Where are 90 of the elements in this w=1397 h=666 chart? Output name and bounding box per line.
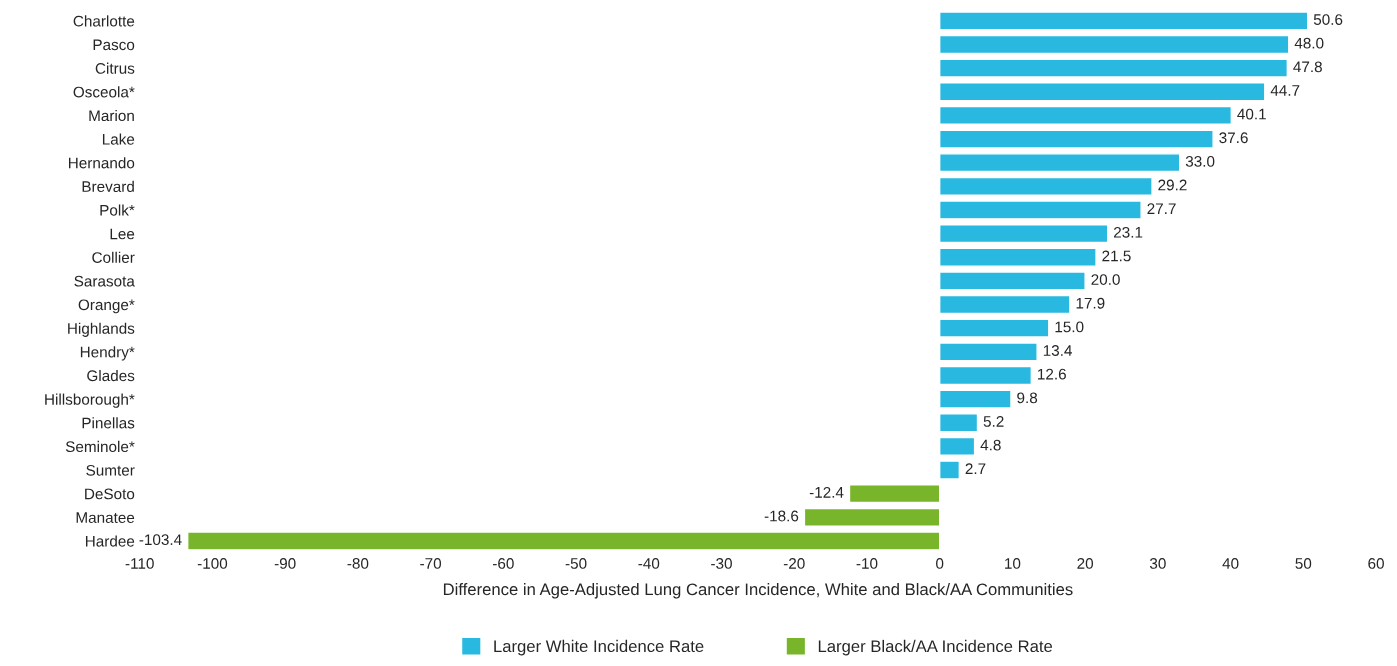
y-tick-label: Hendry* xyxy=(80,346,135,361)
data-label: 33.0 xyxy=(1185,155,1215,167)
data-label: 12.6 xyxy=(1038,368,1066,380)
y-tick-label: Sarasota xyxy=(74,275,135,287)
bar xyxy=(938,58,1289,78)
y-tick-label: Osceola* xyxy=(73,86,135,98)
y-tick-label: Collier xyxy=(92,251,135,263)
y-tick-label: Manatee xyxy=(76,512,135,523)
bar xyxy=(938,129,1214,149)
data-label: 44.7 xyxy=(1270,85,1300,96)
y-tick-label: Hernando xyxy=(69,157,135,169)
bar xyxy=(938,153,1181,173)
bar xyxy=(938,224,1109,244)
x-tick-label: 10 xyxy=(1005,558,1021,569)
data-label: 29.2 xyxy=(1158,179,1187,191)
x-tick-label: 20 xyxy=(1077,558,1094,569)
bar xyxy=(938,105,1233,125)
y-tick-label: Sumter xyxy=(86,464,135,476)
data-label: 23.1 xyxy=(1114,226,1143,238)
bar xyxy=(803,507,941,527)
y-tick-label: Glades xyxy=(87,369,135,382)
bar xyxy=(938,294,1071,315)
data-label: 21.5 xyxy=(1102,250,1131,262)
x-tick-label: 0 xyxy=(936,558,944,569)
y-tick-label: DeSoto xyxy=(85,488,135,500)
y-tick-label: Orange* xyxy=(78,299,135,314)
y-tick-label: Seminole* xyxy=(65,440,135,453)
data-label: -12.4 xyxy=(809,486,844,498)
x-tick-label: -100 xyxy=(197,558,228,569)
bar xyxy=(938,82,1266,102)
bar xyxy=(938,365,1033,386)
data-label: 47.8 xyxy=(1293,61,1322,73)
data-label: 37.6 xyxy=(1219,132,1248,144)
y-tick-label: Lake xyxy=(102,133,135,145)
bar xyxy=(938,389,1012,409)
x-tick-label: -60 xyxy=(492,558,514,569)
bar xyxy=(938,34,1290,55)
x-tick-label: 60 xyxy=(1368,558,1384,569)
x-tick-label: -90 xyxy=(274,558,296,569)
bar xyxy=(938,176,1153,196)
legend-label: Larger Black/AA Incidence Rate xyxy=(818,639,1053,656)
data-label: 13.4 xyxy=(1043,345,1072,356)
x-tick-label: -50 xyxy=(565,558,587,569)
bar xyxy=(938,247,1097,267)
data-label: 20.0 xyxy=(1091,274,1120,285)
y-tick-label: Brevard xyxy=(82,180,134,193)
x-tick-label: -70 xyxy=(420,558,442,569)
y-tick-label: Charlotte xyxy=(73,15,135,27)
bar xyxy=(938,342,1038,362)
y-tick-label: Marion xyxy=(89,109,134,122)
bar xyxy=(938,413,979,433)
data-label: 2.7 xyxy=(965,463,986,474)
data-label: -18.6 xyxy=(764,510,799,522)
x-tick-label: -40 xyxy=(638,558,660,569)
bar xyxy=(938,460,961,480)
y-tick-label: Hillsborough* xyxy=(45,393,135,408)
bar xyxy=(187,531,941,551)
x-tick-label: 40 xyxy=(1222,558,1239,569)
data-label: 50.6 xyxy=(1313,14,1343,25)
data-label: 40.1 xyxy=(1237,108,1266,120)
y-tick-label: Pasco xyxy=(93,39,135,51)
y-tick-label: Pinellas xyxy=(82,417,135,429)
x-tick-label: -10 xyxy=(856,558,878,569)
x-tick-label: -30 xyxy=(711,558,732,569)
data-label: 5.2 xyxy=(983,416,1004,427)
data-label: 27.7 xyxy=(1147,203,1176,214)
x-tick-label: -110 xyxy=(125,558,154,569)
x-tick-label: 30 xyxy=(1149,558,1166,569)
data-label: 9.8 xyxy=(1017,392,1038,404)
x-tick-label: -80 xyxy=(347,558,369,569)
data-label: -103.4 xyxy=(139,534,182,546)
y-tick-label: Polk* xyxy=(100,204,135,216)
x-tick-label: -20 xyxy=(783,558,805,569)
bar xyxy=(938,11,1309,31)
y-tick-label: Highlands xyxy=(68,322,135,337)
y-tick-label: Lee xyxy=(110,228,135,240)
legend-label: Larger White Incidence Rate xyxy=(494,639,704,656)
y-tick-label: Hardee xyxy=(85,535,135,547)
x-axis-title: Difference in Age-Adjusted Lung Cancer Incidence, White and Black/AA Communities xyxy=(443,582,1073,599)
bar xyxy=(938,271,1086,291)
bar xyxy=(938,318,1050,338)
x-tick-label: 50 xyxy=(1295,558,1312,569)
data-label: 4.8 xyxy=(980,439,1001,451)
bar xyxy=(938,436,976,456)
y-tick-label: Citrus xyxy=(95,62,135,74)
data-label: 48.0 xyxy=(1294,37,1324,49)
bar xyxy=(848,484,941,504)
data-label: 15.0 xyxy=(1055,321,1084,333)
data-label: 17.9 xyxy=(1076,297,1105,309)
bar xyxy=(938,200,1142,220)
